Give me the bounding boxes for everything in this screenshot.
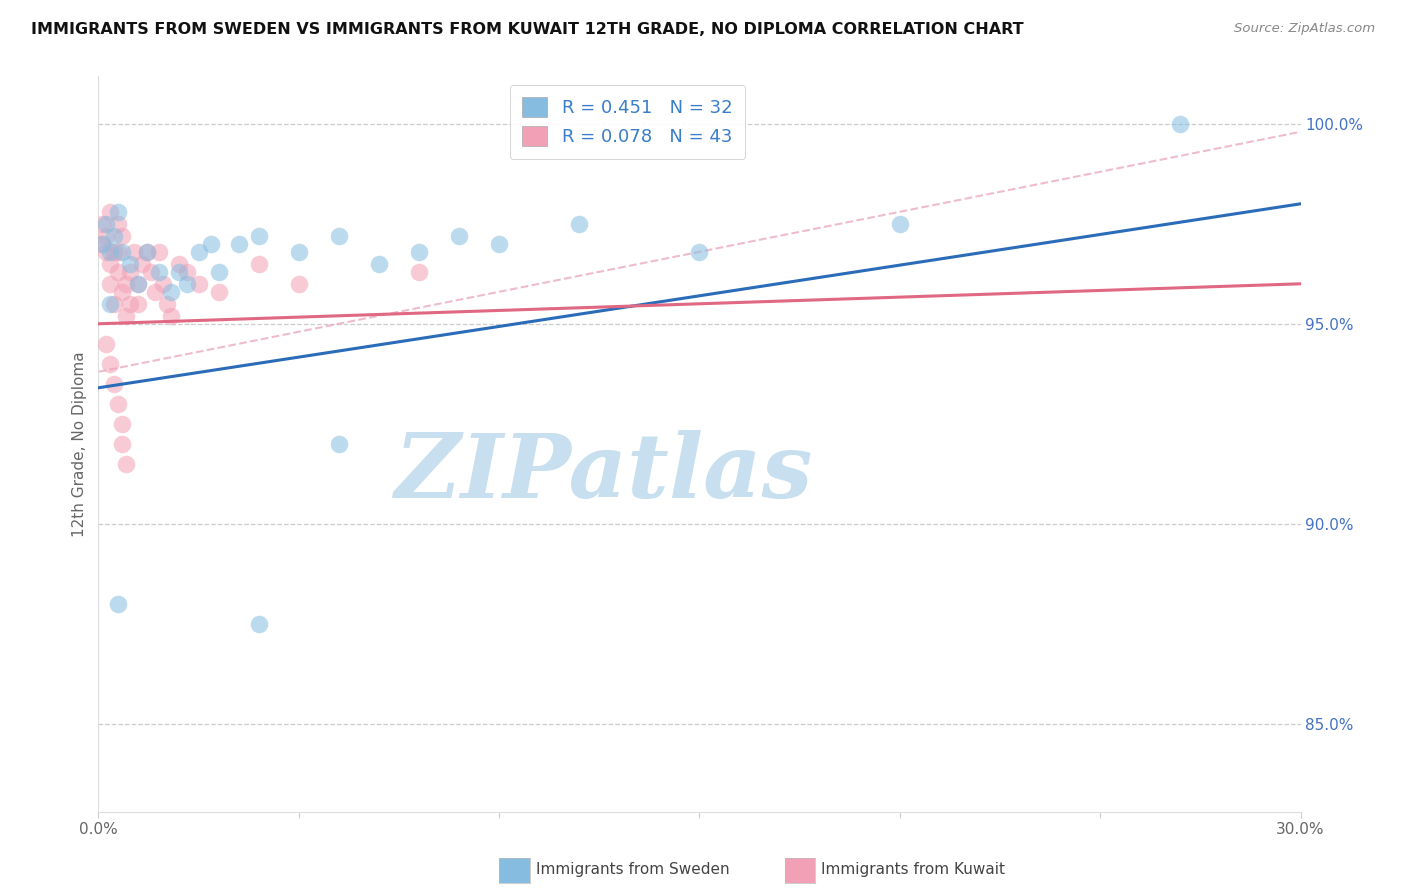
Point — [96, 336, 118, 351]
Point — [100, 257, 122, 271]
Text: ZIPatlas: ZIPatlas — [395, 430, 813, 516]
Point — [96, 228, 118, 243]
Point — [111, 228, 134, 243]
Point — [107, 204, 129, 219]
Point — [107, 244, 129, 259]
Point — [128, 297, 150, 311]
Point — [328, 228, 350, 243]
Point — [115, 309, 138, 323]
Point — [200, 236, 222, 251]
Point — [148, 244, 170, 259]
Point — [103, 228, 125, 243]
Point — [159, 285, 181, 299]
Point — [159, 309, 181, 323]
Point — [115, 277, 138, 291]
Point — [176, 265, 198, 279]
Text: Immigrants from Kuwait: Immigrants from Kuwait — [821, 863, 1005, 877]
Point — [103, 297, 125, 311]
Point — [143, 285, 166, 299]
Point — [96, 244, 118, 259]
Point — [100, 357, 122, 371]
Point — [167, 257, 190, 271]
Point — [96, 217, 118, 231]
Point — [91, 236, 114, 251]
Point — [368, 257, 391, 271]
Point — [208, 265, 231, 279]
Point — [148, 265, 170, 279]
Point — [568, 217, 591, 231]
Text: Immigrants from Sweden: Immigrants from Sweden — [536, 863, 730, 877]
Point — [120, 265, 142, 279]
Point — [91, 217, 114, 231]
Point — [115, 457, 138, 471]
Point — [176, 277, 198, 291]
Point — [688, 244, 710, 259]
Point — [408, 265, 430, 279]
Point — [228, 236, 250, 251]
Point — [100, 297, 122, 311]
Point — [107, 397, 129, 411]
Point — [103, 376, 125, 391]
Point — [328, 436, 350, 450]
Point — [447, 228, 470, 243]
Point — [107, 217, 129, 231]
Point — [288, 277, 311, 291]
Point — [139, 265, 162, 279]
Point — [100, 244, 122, 259]
Point — [91, 236, 114, 251]
Text: Source: ZipAtlas.com: Source: ZipAtlas.com — [1234, 22, 1375, 36]
Point — [107, 265, 129, 279]
Point — [187, 244, 209, 259]
Point — [135, 244, 157, 259]
Point — [247, 257, 270, 271]
Point — [107, 597, 129, 611]
Point — [488, 236, 510, 251]
Point — [100, 204, 122, 219]
Point — [889, 217, 911, 231]
Y-axis label: 12th Grade, No Diploma: 12th Grade, No Diploma — [72, 351, 87, 537]
Point — [131, 257, 153, 271]
Text: IMMIGRANTS FROM SWEDEN VS IMMIGRANTS FROM KUWAIT 12TH GRADE, NO DIPLOMA CORRELAT: IMMIGRANTS FROM SWEDEN VS IMMIGRANTS FRO… — [31, 22, 1024, 37]
Legend: R = 0.451   N = 32, R = 0.078   N = 43: R = 0.451 N = 32, R = 0.078 N = 43 — [509, 85, 745, 159]
Point — [103, 244, 125, 259]
Point — [1170, 117, 1192, 131]
Point — [128, 277, 150, 291]
Point — [124, 244, 146, 259]
Point — [208, 285, 231, 299]
Point — [247, 616, 270, 631]
Point — [128, 277, 150, 291]
Point — [152, 277, 174, 291]
Point — [167, 265, 190, 279]
Point — [288, 244, 311, 259]
Point — [247, 228, 270, 243]
Point — [187, 277, 209, 291]
Point — [111, 417, 134, 431]
Point — [120, 297, 142, 311]
Point — [155, 297, 177, 311]
Point — [135, 244, 157, 259]
Point — [120, 257, 142, 271]
Point — [111, 244, 134, 259]
Point — [111, 285, 134, 299]
Point — [111, 436, 134, 450]
Point — [408, 244, 430, 259]
Point — [100, 277, 122, 291]
